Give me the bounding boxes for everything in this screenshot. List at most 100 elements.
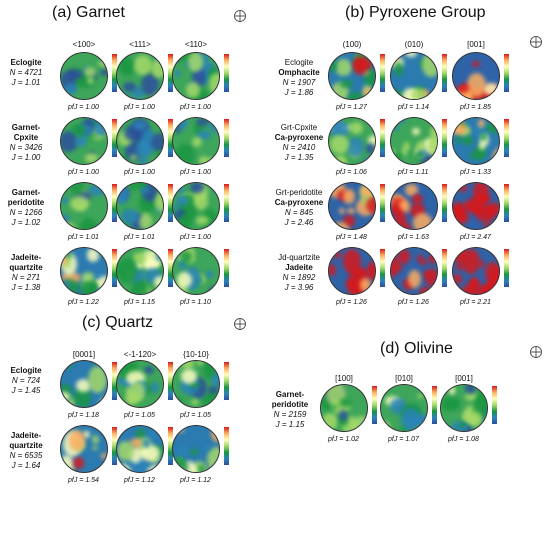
pyroxene-pole-figure-colorbar: [504, 54, 509, 92]
garnet-pole-figure-blob: [178, 259, 187, 270]
quartz-column-header: {10-10}: [183, 350, 209, 359]
pyroxene-pole-figure-blob: [412, 212, 432, 229]
olivine-pole-figure-blob: [338, 398, 352, 407]
garnet-row-label: Eclogite N = 4721 J = 1.01: [0, 58, 52, 88]
garnet-pole-figure-blob: [132, 251, 148, 264]
pyroxene-pole-figure-blob: [330, 118, 338, 129]
axis-compass-icon: [528, 344, 544, 360]
quartz-pole-figure-blob: [191, 398, 200, 406]
pyroxene-pole-figure-blob: [391, 90, 407, 99]
quartz-pole-figure-blob: [180, 461, 198, 472]
pyroxene-pole-figure-blob: [483, 83, 499, 95]
garnet-pole-figure-blob: [89, 183, 105, 196]
pyroxene-pole-figure-blob: [329, 264, 336, 276]
quartz-pole-figure-blob: [67, 396, 76, 407]
garnet-pole-figure-blob: [89, 134, 96, 139]
rock-name-2: peridotite: [271, 400, 309, 409]
quartz-pole-figure-blob: [93, 361, 101, 364]
garnet-pole-figure-blob: [61, 280, 69, 293]
pyroxene-pole-figure-blob: [422, 53, 437, 77]
pyroxene-pole-figure-blob: [363, 70, 370, 76]
quartz-row-label: Eclogite N = 724 J = 1.45: [0, 366, 52, 396]
garnet-pole-figure-disk: [116, 117, 164, 165]
quartz-pole-figure-colorbar: [168, 362, 173, 400]
grain-count: N = 2410: [282, 143, 316, 152]
pyroxene-pfj-value: pfJ = 1.26: [398, 299, 429, 306]
quartz-pole-figure-blob: [151, 382, 159, 393]
pyroxene-pole-figure-blob: [333, 155, 348, 164]
pyroxene-pole-figure-blob: [367, 261, 375, 274]
olivine-pfj-value: pfJ = 1.02: [328, 436, 359, 443]
grain-count: N = 1907: [282, 78, 316, 87]
quartz-pole-figure-disk: [116, 360, 164, 408]
pyroxene-panel-title: (b) Pyroxene Group: [345, 4, 486, 21]
rock-name: Eclogite: [10, 58, 42, 67]
pyroxene-pole-figure-colorbar: [504, 249, 509, 287]
quartz-pole-figure-blob: [174, 396, 183, 407]
pyroxene-pole-figure-blob: [477, 260, 485, 267]
pyroxene-column-header: (010): [404, 40, 424, 49]
pyroxene-pole-figure-disk: [390, 182, 438, 230]
quartz-pole-figure-blob: [125, 393, 138, 405]
quartz-pole-figure-blob: [117, 441, 135, 461]
garnet-pole-figure-blob: [209, 72, 219, 94]
garnet-pole-figure-blob: [136, 140, 153, 159]
garnet-column-header: <100>: [72, 40, 96, 49]
quartz-pole-figure-blob: [210, 371, 219, 389]
grain-count: N = 4721: [9, 68, 43, 77]
olivine-pole-figure-blob: [468, 412, 482, 427]
quartz-pole-figure-blob: [173, 456, 189, 472]
pyroxene-pfj-value: pfJ = 2.21: [460, 299, 491, 306]
garnet-pole-figure-disk: [172, 182, 220, 230]
rock-name-2: peridotite: [7, 198, 45, 207]
quartz-pole-figure-disk: [60, 425, 108, 473]
garnet-pole-figure-blob: [173, 204, 181, 211]
garnet-pole-figure-blob: [61, 272, 81, 284]
garnet-pole-figure-blob: [123, 81, 136, 92]
pyroxene-pole-figure-colorbar: [380, 119, 385, 157]
axis-compass-icon: [232, 8, 248, 24]
pyroxene-pole-figure-disk: [328, 52, 376, 100]
olivine-pole-figure-blob: [458, 422, 467, 428]
pyroxene-pole-figure-blob: [393, 62, 404, 76]
j-index: J = 3.96: [284, 283, 314, 292]
garnet-pfj-value: pfJ = 1.00: [180, 104, 211, 111]
pyroxene-pole-figure-blob: [423, 248, 432, 251]
pyroxene-pole-figure-blob: [490, 248, 498, 253]
garnet-pole-figure-blob: [130, 280, 148, 294]
pyroxene-pole-figure-blob: [339, 79, 354, 88]
rock-name: Garnet-: [275, 390, 305, 399]
pyroxene-pole-figure-blob: [412, 128, 421, 135]
garnet-pole-figure-blob: [198, 156, 209, 164]
pyroxene-pfj-value: pfJ = 1.27: [336, 104, 367, 111]
garnet-pfj-value: pfJ = 1.00: [68, 104, 99, 111]
garnet-pole-figure-disk: [172, 52, 220, 100]
quartz-pole-figure-blob: [179, 426, 189, 434]
garnet-pole-figure-blob: [212, 184, 219, 193]
pyroxene-row-label: Grt-Cpxite Ca-pyroxene N = 2410 J = 1.35: [268, 123, 330, 163]
garnet-column-header: <111>: [129, 40, 151, 49]
grain-count: N = 2159: [273, 410, 307, 419]
pyroxene-pfj-value: pfJ = 1.14: [398, 104, 429, 111]
garnet-pfj-value: pfJ = 1.00: [180, 169, 211, 176]
olivine-pole-figure-blob: [351, 416, 367, 431]
garnet-pole-figure-blob: [192, 137, 203, 148]
olivine-pole-figure-blob: [464, 385, 477, 395]
quartz-pole-figure-blob: [68, 430, 85, 451]
axis-compass-icon: [528, 34, 544, 50]
pyroxene-pole-figure-blob: [425, 269, 437, 286]
quartz-panel-title: (c) Quartz: [82, 314, 154, 331]
garnet-pole-figure-blob: [82, 272, 95, 281]
j-index: J = 1.45: [11, 386, 41, 395]
quartz-pole-figure-colorbar: [112, 362, 117, 400]
pyroxene-pole-figure-blob: [492, 146, 499, 164]
garnet-pole-figure-blob: [117, 184, 129, 204]
garnet-pole-figure-blob: [61, 197, 70, 204]
pyroxene-pole-figure-blob: [332, 222, 350, 229]
olivine-pole-figure-colorbar: [432, 386, 437, 424]
quartz-pole-figure-blob: [73, 387, 91, 407]
garnet-pole-figure-blob: [173, 120, 180, 127]
garnet-pole-figure-blob: [205, 270, 213, 279]
olivine-pole-figure-blob: [449, 385, 456, 395]
pyroxene-pole-figure-blob: [413, 152, 425, 160]
